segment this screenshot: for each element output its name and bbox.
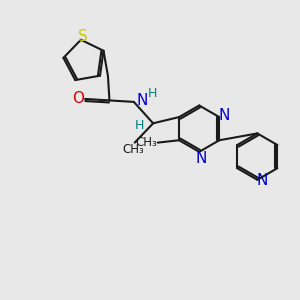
Text: H: H <box>134 119 144 132</box>
Text: CH₃: CH₃ <box>122 143 144 156</box>
Text: CH₃: CH₃ <box>136 136 157 149</box>
Text: N: N <box>257 173 269 188</box>
Text: N: N <box>136 93 148 108</box>
Text: O: O <box>73 92 85 106</box>
Text: H: H <box>148 87 157 100</box>
Text: S: S <box>77 29 87 44</box>
Text: N: N <box>219 108 230 123</box>
Text: N: N <box>195 151 206 166</box>
